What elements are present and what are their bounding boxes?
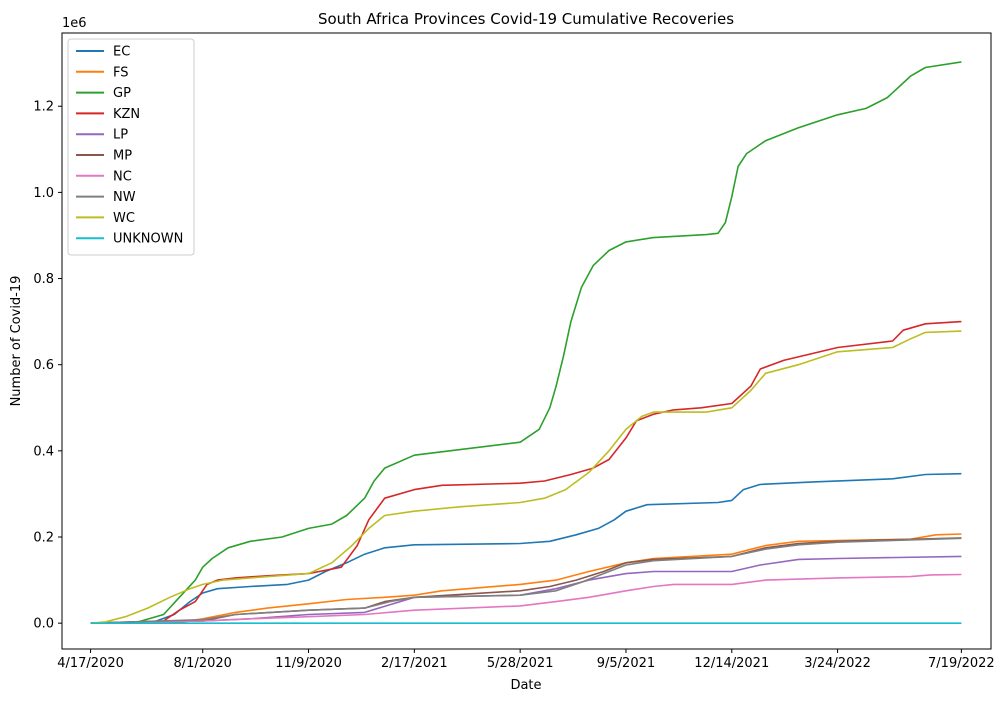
x-tick-label: 5/28/2021 (487, 656, 554, 671)
x-tick-label: 7/19/2022 (928, 656, 995, 671)
plot-area (61, 32, 992, 650)
series-line-lp (90, 555, 962, 624)
legend-label-fs: FS (113, 65, 129, 80)
legend-label-unknown: UNKNOWN (113, 232, 183, 247)
legend-label-mp: MP (113, 149, 132, 164)
series-line-ec (90, 472, 962, 624)
chart-title: South Africa Provinces Covid-19 Cumulati… (318, 10, 734, 28)
y-tick-label: 0.6 (33, 358, 54, 373)
legend-label-nw: NW (113, 190, 136, 205)
x-tick-label: 11/9/2020 (275, 656, 342, 671)
legend-label-gp: GP (113, 86, 131, 101)
y-tick-label: 1.0 (33, 186, 54, 201)
legend-label-nc: NC (113, 169, 132, 184)
series-line-kzn (90, 320, 962, 624)
series-line-gp (90, 61, 962, 624)
x-tick-label: 12/14/2021 (694, 656, 769, 671)
series-line-nc (90, 573, 962, 624)
y-axis: 0.0 0.2 0.4 0.6 0.8 1.0 1.2 (33, 100, 62, 632)
series-line-fs (90, 533, 962, 624)
series-line-wc (90, 330, 962, 624)
x-axis-label: Date (510, 678, 541, 693)
y-tick-label: 0.0 (33, 617, 54, 632)
x-tick-label: 9/5/2021 (597, 656, 655, 671)
legend-label-wc: WC (113, 211, 135, 226)
y-tick-label: 0.8 (33, 272, 54, 287)
plot-frame (61, 32, 992, 650)
x-tick-label: 4/17/2020 (57, 656, 124, 671)
x-tick-label: 3/24/2022 (804, 656, 871, 671)
x-axis: 4/17/2020 8/1/2020 11/9/2020 2/17/2021 5/28/… (57, 649, 995, 671)
legend-label-kzn: KZN (113, 107, 140, 122)
y-axis-label: Number of Covid-19 (9, 276, 24, 407)
legend: EC FS GP KZN LP MP NC NW WC UNKNOWN (67, 38, 195, 256)
x-tick-label: 2/17/2021 (381, 656, 448, 671)
y-tick-label: 0.2 (33, 531, 54, 546)
legend-label-lp: LP (113, 128, 128, 143)
y-offset-label: 1e6 (62, 16, 87, 31)
series-layer (90, 61, 962, 624)
series-line-nw (90, 537, 962, 624)
y-tick-label: 0.4 (33, 444, 54, 459)
legend-label-ec: EC (113, 45, 130, 60)
y-tick-label: 1.2 (33, 100, 54, 115)
x-tick-label: 8/1/2020 (174, 656, 232, 671)
